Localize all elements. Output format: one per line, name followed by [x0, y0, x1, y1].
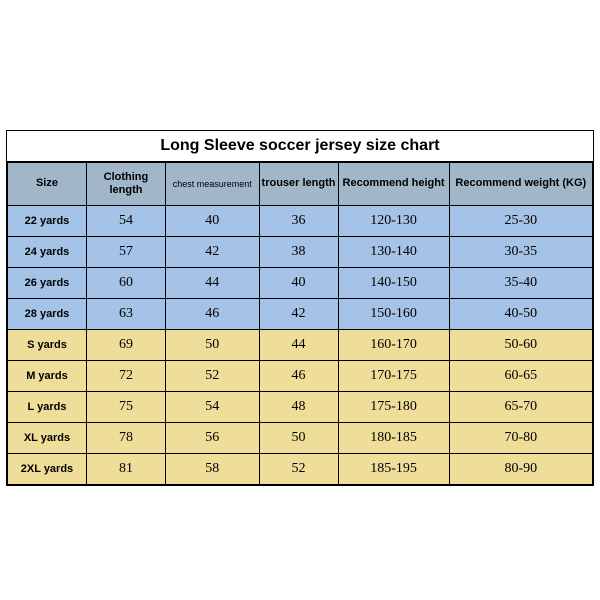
- table-row: 28 yards634642150-16040-50: [8, 299, 593, 330]
- col-trous: trouser length: [259, 163, 338, 206]
- col-cloth: Clothing length: [86, 163, 165, 206]
- cell-trous: 46: [259, 361, 338, 392]
- cell-hrec: 130-140: [338, 237, 449, 268]
- cell-trous: 50: [259, 423, 338, 454]
- cell-size: 22 yards: [8, 206, 87, 237]
- table-row: M yards725246170-17560-65: [8, 361, 593, 392]
- cell-size: 26 yards: [8, 268, 87, 299]
- col-hrec: Recommend height: [338, 163, 449, 206]
- table-row: 24 yards574238130-14030-35: [8, 237, 593, 268]
- table-header: SizeClothing lengthchest measurementtrou…: [8, 163, 593, 206]
- size-table: SizeClothing lengthchest measurementtrou…: [7, 162, 593, 485]
- cell-wrec: 40-50: [449, 299, 592, 330]
- cell-wrec: 70-80: [449, 423, 592, 454]
- cell-cloth: 60: [86, 268, 165, 299]
- table-row: 22 yards544036120-13025-30: [8, 206, 593, 237]
- cell-trous: 40: [259, 268, 338, 299]
- cell-size: S yards: [8, 330, 87, 361]
- table-row: 26 yards604440140-15035-40: [8, 268, 593, 299]
- cell-chest: 54: [165, 392, 259, 423]
- cell-cloth: 63: [86, 299, 165, 330]
- table-row: XL yards785650180-18570-80: [8, 423, 593, 454]
- cell-cloth: 81: [86, 454, 165, 485]
- cell-wrec: 80-90: [449, 454, 592, 485]
- cell-wrec: 60-65: [449, 361, 592, 392]
- cell-size: 2XL yards: [8, 454, 87, 485]
- cell-chest: 46: [165, 299, 259, 330]
- cell-hrec: 160-170: [338, 330, 449, 361]
- cell-hrec: 170-175: [338, 361, 449, 392]
- cell-cloth: 69: [86, 330, 165, 361]
- canvas: Long Sleeve soccer jersey size chart Siz…: [0, 0, 600, 600]
- col-wrec: Recommend weight (KG): [449, 163, 592, 206]
- cell-trous: 48: [259, 392, 338, 423]
- cell-wrec: 50-60: [449, 330, 592, 361]
- cell-trous: 42: [259, 299, 338, 330]
- cell-size: M yards: [8, 361, 87, 392]
- cell-hrec: 175-180: [338, 392, 449, 423]
- cell-chest: 52: [165, 361, 259, 392]
- cell-chest: 58: [165, 454, 259, 485]
- cell-cloth: 54: [86, 206, 165, 237]
- cell-size: 24 yards: [8, 237, 87, 268]
- cell-cloth: 78: [86, 423, 165, 454]
- cell-chest: 50: [165, 330, 259, 361]
- table-row: S yards695044160-17050-60: [8, 330, 593, 361]
- cell-chest: 44: [165, 268, 259, 299]
- cell-cloth: 75: [86, 392, 165, 423]
- cell-wrec: 35-40: [449, 268, 592, 299]
- cell-hrec: 150-160: [338, 299, 449, 330]
- cell-trous: 38: [259, 237, 338, 268]
- cell-trous: 44: [259, 330, 338, 361]
- cell-hrec: 180-185: [338, 423, 449, 454]
- col-chest: chest measurement: [165, 163, 259, 206]
- cell-hrec: 120-130: [338, 206, 449, 237]
- col-size: Size: [8, 163, 87, 206]
- cell-cloth: 72: [86, 361, 165, 392]
- cell-trous: 36: [259, 206, 338, 237]
- cell-chest: 42: [165, 237, 259, 268]
- cell-wrec: 65-70: [449, 392, 592, 423]
- cell-size: L yards: [8, 392, 87, 423]
- cell-cloth: 57: [86, 237, 165, 268]
- cell-size: 28 yards: [8, 299, 87, 330]
- cell-wrec: 30-35: [449, 237, 592, 268]
- cell-hrec: 140-150: [338, 268, 449, 299]
- size-chart: Long Sleeve soccer jersey size chart Siz…: [6, 130, 594, 486]
- cell-size: XL yards: [8, 423, 87, 454]
- table-row: 2XL yards815852185-19580-90: [8, 454, 593, 485]
- chart-title: Long Sleeve soccer jersey size chart: [7, 131, 593, 162]
- cell-chest: 40: [165, 206, 259, 237]
- table-body: 22 yards544036120-13025-3024 yards574238…: [8, 206, 593, 485]
- cell-wrec: 25-30: [449, 206, 592, 237]
- table-row: L yards755448175-18065-70: [8, 392, 593, 423]
- cell-trous: 52: [259, 454, 338, 485]
- cell-chest: 56: [165, 423, 259, 454]
- cell-hrec: 185-195: [338, 454, 449, 485]
